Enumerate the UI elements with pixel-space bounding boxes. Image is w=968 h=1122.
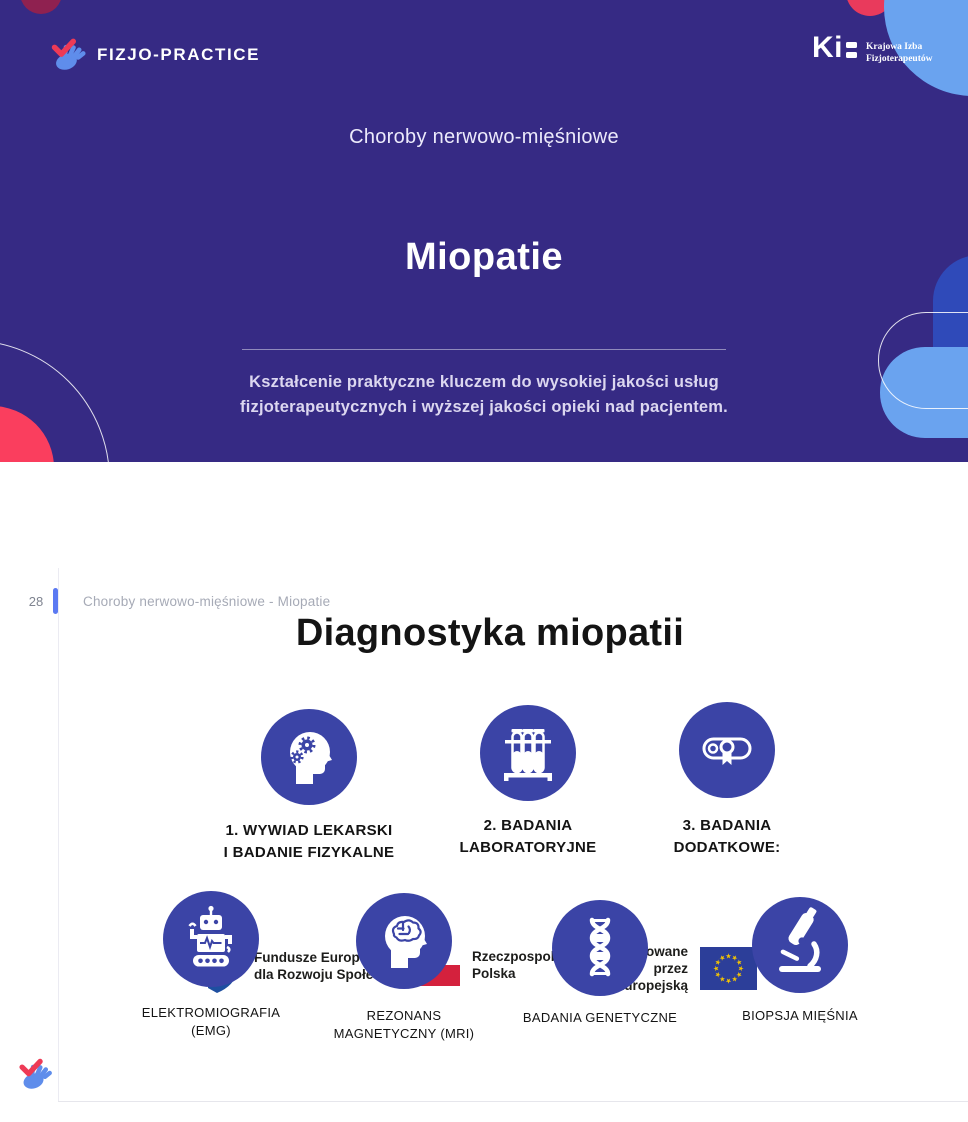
robot-icon xyxy=(188,905,232,967)
step-3-icon-circle xyxy=(679,702,775,798)
eu-funding-band: Fundusze Europejskie dla Rozwoju Społecz… xyxy=(0,462,968,993)
breadcrumb: Choroby nerwowo-mięśniowe - Miopatie xyxy=(83,594,331,609)
step-2-icon-circle xyxy=(480,705,576,801)
left-rule xyxy=(58,568,59,1101)
footer-brand-mark xyxy=(18,1058,54,1096)
method-2-label: REZONANS MAGNETYCZNY (MRI) xyxy=(333,1008,475,1041)
method-1-icon-circle xyxy=(163,891,259,987)
certificate-icon xyxy=(702,737,752,765)
slide-heading: Diagnostyka miopatii xyxy=(295,612,685,654)
header-banner: FIZJO-PRACTICE Ki Krajowa Izba Fizjotera… xyxy=(0,0,968,462)
course-topic: Choroby nerwowo-mięśniowe xyxy=(349,126,619,148)
method-3-label: BADANIA GENETYCZNE xyxy=(522,1010,678,1025)
method-3-icon-circle xyxy=(552,900,648,996)
brand-logo: FIZJO-PRACTICE xyxy=(50,38,260,72)
step-3-label: 3. BADANIA DODATKOWE: xyxy=(673,817,781,856)
eu-flag-icon xyxy=(700,947,757,990)
hand-check-mark-icon xyxy=(19,1058,52,1089)
kif-logo-icon: Ki xyxy=(812,33,857,63)
test-tubes-icon xyxy=(504,729,552,781)
bottom-rule xyxy=(58,1101,968,1102)
method-4-label: BIOPSJA MIĘŚNIA xyxy=(742,1008,858,1023)
page-number: 28 xyxy=(28,594,44,609)
brain-head-icon xyxy=(385,916,427,968)
deco-circle-top-right-red xyxy=(846,0,894,16)
method-4-icon-circle xyxy=(752,897,848,993)
brand-name: FIZJO-PRACTICE xyxy=(97,45,261,64)
step-1-icon-circle xyxy=(261,709,357,805)
partner-name: Krajowa Izba Fizjoterapeutów xyxy=(866,42,933,64)
course-title: Miopatie xyxy=(404,236,564,278)
method-2-icon-circle xyxy=(356,893,452,989)
step-1-label: 1. WYWIAD LEKARSKI I BADANIE FIZYKALNE xyxy=(223,822,395,861)
poland-label: Rzeczpospolita Polska xyxy=(472,948,571,981)
method-1-label: ELEKTROMIOGRAFIA (EMG) xyxy=(141,1005,281,1038)
hand-check-logo-icon xyxy=(51,38,86,70)
step-2-label: 2. BADANIA LABORATORYJNE xyxy=(459,817,597,856)
tagline: Kształcenie praktyczne kluczem do wysoki… xyxy=(240,373,728,416)
dna-icon xyxy=(589,917,611,977)
breadcrumb-accent-bar xyxy=(53,588,58,614)
title-divider xyxy=(242,349,726,350)
deco-outline-right xyxy=(878,312,968,409)
head-gears-icon xyxy=(290,732,332,784)
partner-logo: Ki Krajowa Izba Fizjoterapeutów xyxy=(812,33,932,65)
deco-circle-top-left xyxy=(20,0,62,14)
microscope-icon xyxy=(779,907,821,972)
